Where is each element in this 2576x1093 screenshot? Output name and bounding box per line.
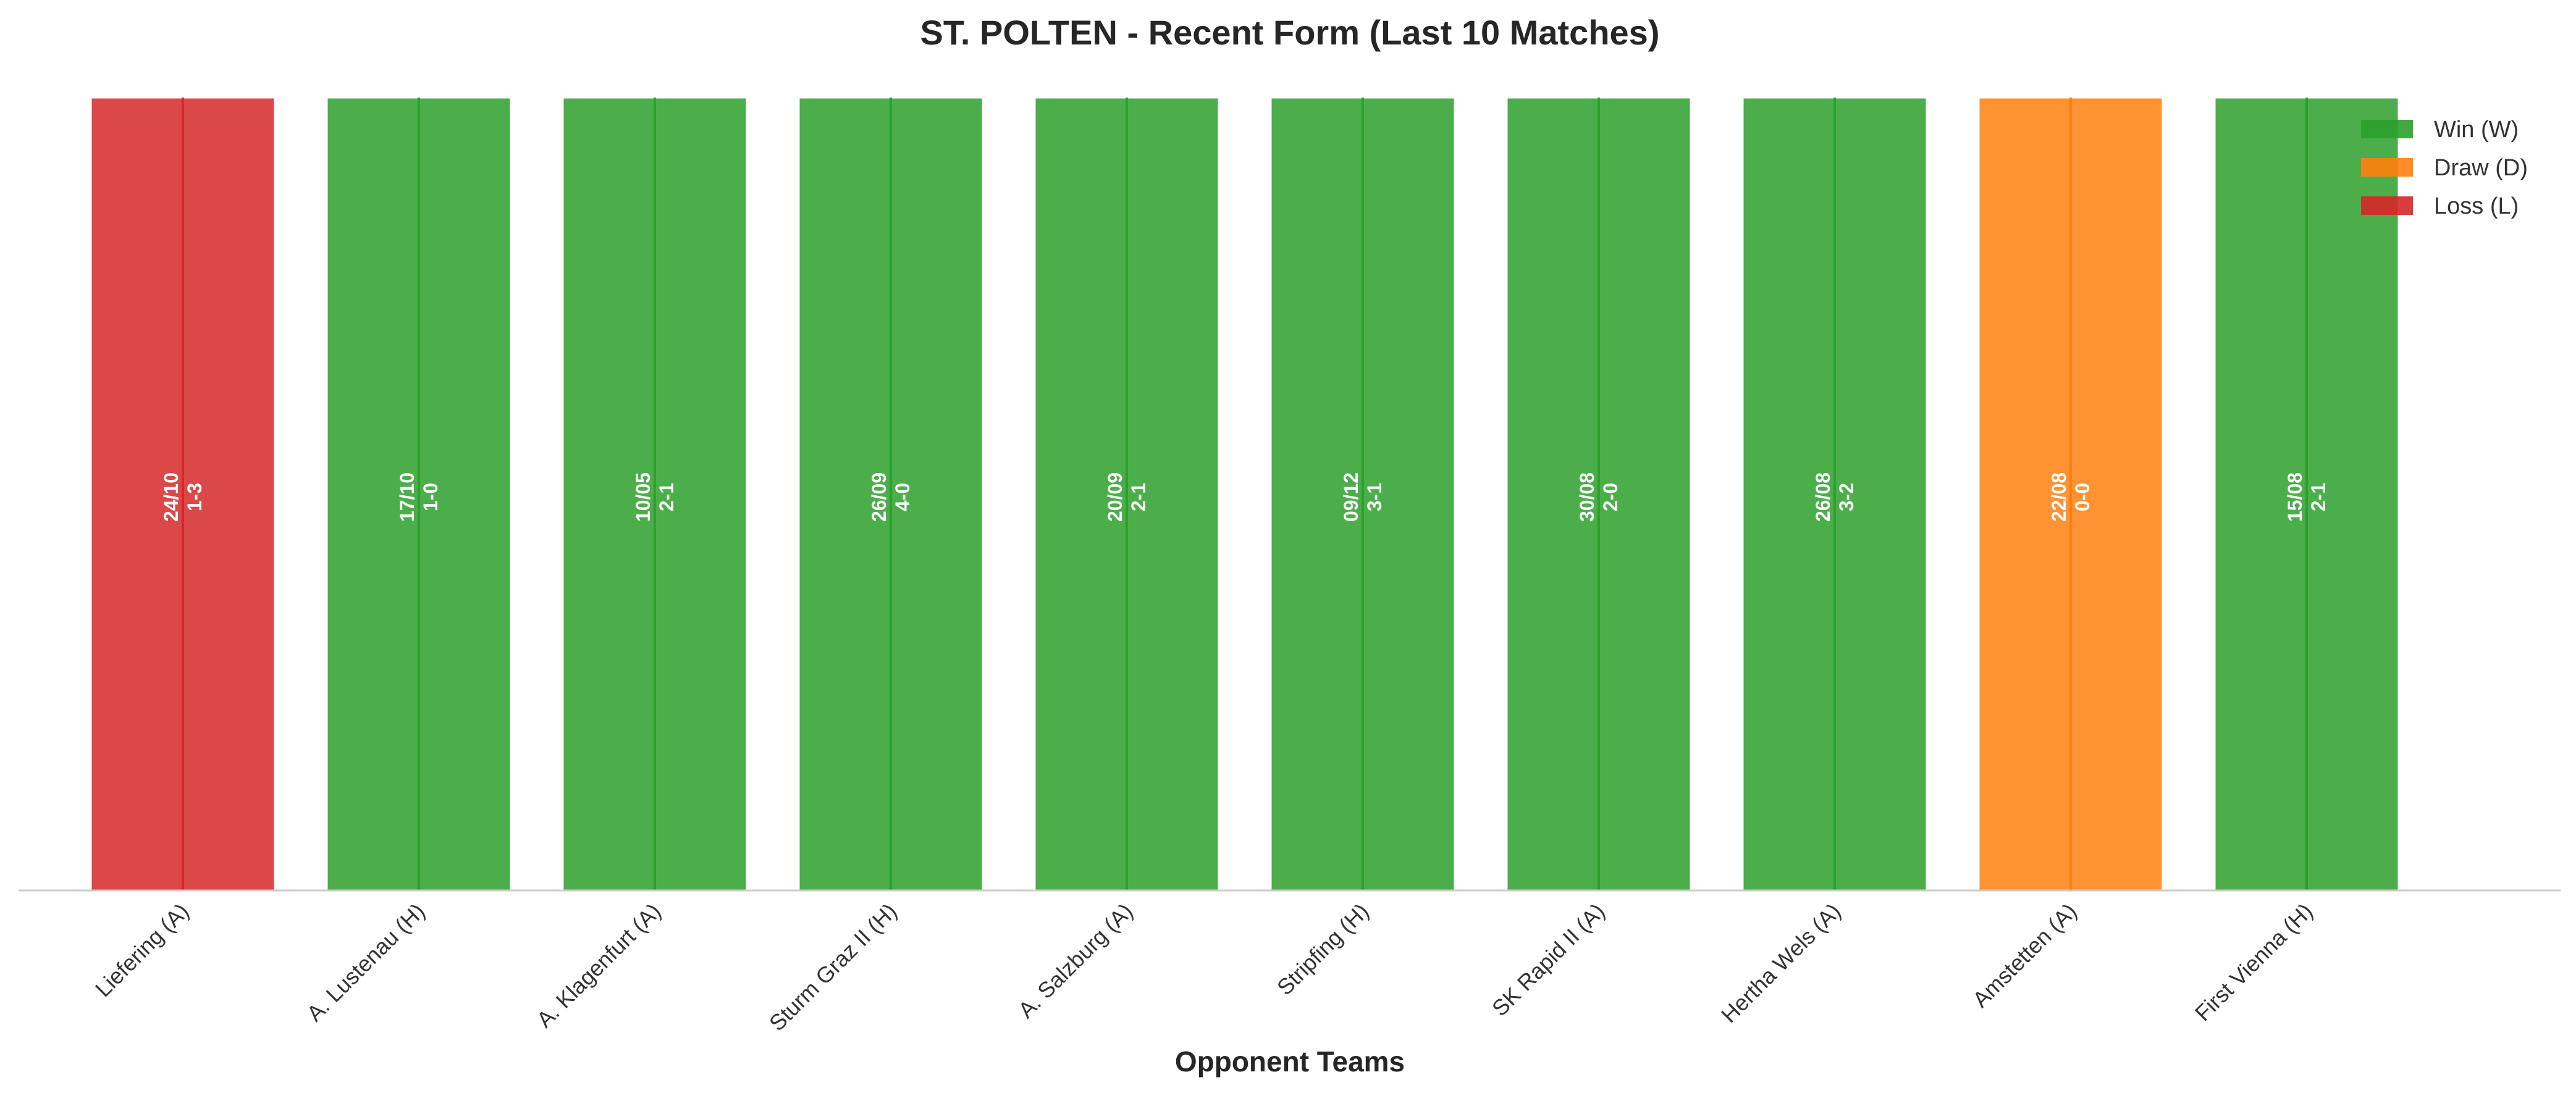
bar-score-5: 2-1 bbox=[1127, 483, 1150, 511]
bar-score-3: 2-1 bbox=[655, 483, 678, 511]
x-tick-label-5: A. Salzburg (A) bbox=[1013, 898, 1138, 1023]
bar-date-7: 30/08 bbox=[1576, 472, 1598, 522]
legend-swatch-w bbox=[2361, 120, 2413, 138]
legend-label-l: Loss (L) bbox=[2434, 193, 2519, 219]
bar-score-9: 0-0 bbox=[2071, 483, 2094, 511]
bar-date-1: 24/10 bbox=[160, 472, 182, 522]
bar-label-4: 26/094-0 bbox=[868, 472, 914, 522]
x-tick-label-9: Amstetten (A) bbox=[1968, 898, 2082, 1013]
bar-date-3: 10/05 bbox=[632, 472, 654, 522]
x-tick-label-1: Liefering (A) bbox=[90, 898, 194, 1002]
x-tick-label-8: Hertha Wels (A) bbox=[1716, 898, 1846, 1028]
bar-score-7: 2-0 bbox=[1599, 483, 1622, 511]
legend: Win (W) Draw (D) Loss (L) bbox=[2361, 117, 2528, 219]
bar-label-7: 30/082-0 bbox=[1576, 472, 1622, 522]
x-tick-label-4: Sturm Graz II (H) bbox=[764, 898, 902, 1036]
x-tick-label-7: SK Rapid II (A) bbox=[1487, 898, 1610, 1021]
x-tick-label-2: A. Lustenau (H) bbox=[301, 898, 429, 1026]
bar-date-8: 26/08 bbox=[1812, 472, 1834, 522]
x-axis-label: Opponent Teams bbox=[1175, 1045, 1405, 1078]
bar-date-4: 26/09 bbox=[868, 472, 890, 522]
x-tick-label-6: Stripfing (H) bbox=[1272, 898, 1374, 1000]
bars-layer: 24/101-3 17/101-0 10/052-1 26/094-0 20/092-1… bbox=[90, 96, 2400, 892]
bar-label-8: 26/083-2 bbox=[1812, 472, 1858, 522]
bar-label-5: 20/092-1 bbox=[1104, 472, 1150, 522]
legend-label-d: Draw (D) bbox=[2434, 155, 2528, 181]
bar-score-2: 1-0 bbox=[419, 483, 442, 511]
bar-date-10: 15/08 bbox=[2284, 472, 2306, 522]
bar-label-1: 24/101-3 bbox=[160, 472, 206, 522]
bar-label-10: 15/082-1 bbox=[2284, 472, 2330, 522]
bar-label-6: 09/123-1 bbox=[1340, 472, 1386, 522]
bar-score-4: 4-0 bbox=[891, 483, 914, 511]
bar-date-2: 17/10 bbox=[396, 472, 418, 522]
legend-swatch-d bbox=[2361, 158, 2413, 177]
bar-score-10: 2-1 bbox=[2307, 483, 2330, 511]
bar-date-9: 22/08 bbox=[2048, 472, 2070, 522]
bar-label-9: 22/080-0 bbox=[2048, 472, 2094, 522]
x-tick-labels: Liefering (A) A. Lustenau (H) A. Klagenfur… bbox=[90, 898, 2318, 1036]
bar-score-1: 1-3 bbox=[183, 483, 206, 511]
bar-label-2: 17/101-0 bbox=[396, 472, 442, 522]
legend-label-w: Win (W) bbox=[2434, 117, 2519, 143]
bar-score-8: 3-2 bbox=[1835, 483, 1858, 511]
legend-swatch-l bbox=[2361, 196, 2413, 215]
bar-date-5: 20/09 bbox=[1104, 472, 1126, 522]
x-tick-label-10: First Vienna (H) bbox=[2190, 898, 2318, 1026]
x-tick-label-3: A. Klagenfurt (A) bbox=[531, 898, 665, 1032]
chart-title: ST. POLTEN - Recent Form (Last 10 Matche… bbox=[920, 13, 1660, 52]
bar-label-3: 10/052-1 bbox=[632, 472, 678, 522]
bar-date-6: 09/12 bbox=[1340, 472, 1362, 522]
bar-score-6: 3-1 bbox=[1363, 483, 1386, 511]
